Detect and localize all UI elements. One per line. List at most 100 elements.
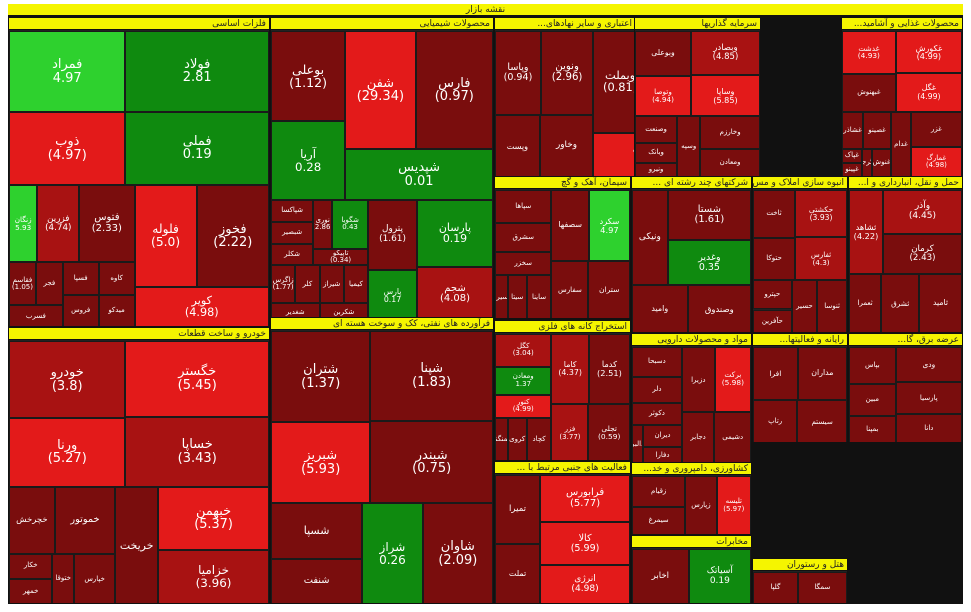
treemap-tile[interactable]: ساینا	[526, 275, 552, 318]
treemap-tile[interactable]: گلپا	[753, 572, 798, 603]
treemap-tile[interactable]: غگرجی	[862, 148, 872, 176]
treemap-tile[interactable]: غدام	[891, 111, 911, 176]
treemap-tile[interactable]: فروس	[62, 294, 99, 326]
treemap-tile[interactable]: اخابر	[632, 549, 689, 603]
treemap-tile[interactable]: شجم (4.08)	[416, 266, 493, 321]
treemap-tile[interactable]: شتران (1.37)	[271, 331, 371, 423]
treemap-tile[interactable]: خبهمن (5.37)	[158, 486, 269, 550]
treemap-tile[interactable]: خپارس	[74, 553, 116, 603]
treemap-tile[interactable]: شفن (29.34)	[345, 31, 416, 150]
treemap-tile[interactable]: خودرو (3.8)	[9, 341, 126, 419]
treemap-tile[interactable]: شغدیر	[271, 303, 320, 321]
treemap-tile[interactable]: غمارگ (4.98)	[910, 146, 962, 176]
treemap-tile[interactable]: آسیاتک 0.19	[688, 549, 751, 603]
treemap-tile[interactable]: دالبر	[632, 424, 644, 463]
treemap-tile[interactable]: فملی 0.19	[125, 111, 269, 185]
treemap-tile[interactable]: حپترو	[753, 280, 792, 310]
treemap-tile[interactable]: زپارس	[685, 476, 717, 534]
treemap-tile[interactable]: فسپا	[62, 262, 99, 295]
treemap-tile[interactable]: دیران	[643, 424, 682, 447]
treemap-tile[interactable]: خموتور	[54, 486, 116, 554]
treemap-tile[interactable]: وخاور	[539, 115, 594, 176]
treemap-tile[interactable]: سشرق	[495, 223, 552, 252]
treemap-tile[interactable]: دزیرا	[681, 347, 715, 412]
treemap-tile[interactable]: کاما (4.37)	[551, 334, 589, 405]
treemap-tile[interactable]: ثاخت	[753, 190, 796, 238]
treemap-tile[interactable]: غدشت (4.93)	[842, 31, 896, 74]
treemap-tile[interactable]: دانا	[895, 414, 962, 442]
treemap-tile[interactable]: غکورش (4.99)	[895, 31, 962, 74]
treemap-tile[interactable]: ودی	[895, 347, 962, 383]
treemap-tile[interactable]: زنگان 5.93	[9, 185, 38, 263]
treemap-tile[interactable]: زقیام	[632, 476, 686, 508]
treemap-tile[interactable]: ومعادن	[700, 148, 760, 176]
treemap-tile[interactable]: خساپا (3.43)	[125, 417, 269, 487]
treemap-tile[interactable]: سیمرغ	[632, 507, 686, 534]
treemap-tile[interactable]: ورنا (5.27)	[9, 418, 126, 487]
treemap-tile[interactable]: ثنوسا	[817, 280, 847, 332]
treemap-tile[interactable]: تجلی (0.59)	[588, 404, 630, 460]
treemap-tile[interactable]: خریخت	[115, 486, 159, 603]
treemap-tile[interactable]: وپاسا (0.94)	[495, 31, 541, 116]
treemap-tile[interactable]: ثشاهد (4.22)	[849, 190, 883, 274]
treemap-tile[interactable]: ثفارس (4.3)	[795, 237, 847, 281]
treemap-tile[interactable]: حتوکا	[753, 237, 796, 281]
treemap-tile[interactable]: وپست	[495, 115, 540, 176]
treemap-tile[interactable]: وصنعت	[635, 115, 678, 143]
treemap-tile[interactable]: دلر	[632, 377, 682, 403]
treemap-tile[interactable]: غنوش	[872, 148, 892, 176]
treemap-tile[interactable]: سخزر	[495, 251, 552, 276]
treemap-tile[interactable]: غصینو	[863, 111, 892, 149]
treemap-tile[interactable]: شراز 0.26	[362, 503, 423, 603]
treemap-tile[interactable]: وتوصا (4.94)	[635, 75, 691, 116]
treemap-tile[interactable]: سفارس	[551, 261, 589, 318]
treemap-tile[interactable]: سیرا	[495, 275, 508, 318]
treemap-tile[interactable]: شپدیس 0.01	[345, 149, 493, 201]
treemap-tile[interactable]: ومعادن 1.37	[495, 366, 552, 395]
treemap-tile[interactable]: وبصادر (4.85)	[690, 31, 760, 76]
treemap-tile[interactable]: کرمان (2.43)	[882, 233, 962, 274]
treemap-tile[interactable]: خچرخش	[9, 486, 55, 554]
treemap-tile[interactable]: سیستم	[797, 399, 847, 442]
treemap-tile[interactable]: انرژی (4.98)	[540, 565, 630, 603]
treemap-tile[interactable]: زاگرس (1.77)	[271, 265, 296, 304]
treemap-tile[interactable]: بوعلی (1.12)	[271, 31, 346, 122]
treemap-tile[interactable]: ونوین (2.96)	[540, 31, 594, 116]
treemap-tile[interactable]: ختوقا	[52, 553, 75, 603]
treemap-tile[interactable]: پارس 0.17	[368, 269, 417, 321]
treemap-tile[interactable]: ثشرق	[881, 273, 920, 332]
treemap-tile[interactable]: خمهر	[9, 578, 53, 603]
treemap-tile[interactable]: شنفت	[271, 559, 363, 603]
treemap-tile[interactable]: وآذر (4.45)	[882, 190, 962, 234]
treemap-tile[interactable]: وغدیر 0.35	[667, 239, 751, 286]
treemap-tile[interactable]: پترول (1.61)	[368, 200, 417, 270]
treemap-tile[interactable]: فجر	[35, 262, 63, 306]
treemap-tile[interactable]: سکرد 4.97	[588, 190, 630, 262]
treemap-tile[interactable]: فولاد 2.81	[125, 31, 269, 112]
treemap-tile[interactable]: کگل (3.04)	[495, 334, 552, 367]
treemap-tile[interactable]: غپاک	[842, 148, 862, 163]
treemap-tile[interactable]: سصفها	[551, 190, 589, 262]
treemap-tile[interactable]: حکشتی (3.93)	[795, 190, 847, 238]
treemap-tile[interactable]: کیمیا	[343, 265, 369, 304]
treemap-tile[interactable]: بپاس	[849, 347, 896, 384]
treemap-tile[interactable]: شبصیر	[271, 221, 314, 244]
treemap-tile[interactable]: کلر	[295, 265, 320, 304]
treemap-tile[interactable]: رتاپ	[753, 399, 798, 442]
treemap-tile[interactable]: شیراز	[319, 265, 344, 304]
treemap-tile[interactable]: حآفرین	[753, 309, 792, 332]
treemap-tile[interactable]: شپاکسا	[271, 200, 314, 222]
treemap-tile[interactable]: کروی	[507, 418, 527, 460]
treemap-tile[interactable]: شسپا	[271, 503, 363, 560]
treemap-tile[interactable]: فلوله (5.0)	[134, 185, 197, 288]
treemap-tile[interactable]: کالا (5.99)	[540, 522, 630, 566]
treemap-tile[interactable]: کنور (4.99)	[495, 394, 552, 419]
treemap-tile[interactable]: فخوز (2.22)	[196, 185, 269, 288]
treemap-tile[interactable]: بمپنا	[849, 415, 896, 442]
treemap-tile[interactable]: شاوان (2.09)	[422, 503, 493, 603]
treemap-tile[interactable]: خگستر (5.45)	[125, 341, 269, 418]
treemap-tile[interactable]: شبندر (0.75)	[370, 421, 493, 504]
treemap-tile[interactable]: فتوس (2.33)	[79, 185, 135, 263]
treemap-tile[interactable]: وخارزم	[700, 115, 760, 149]
treemap-tile[interactable]: ثامید	[919, 273, 962, 332]
